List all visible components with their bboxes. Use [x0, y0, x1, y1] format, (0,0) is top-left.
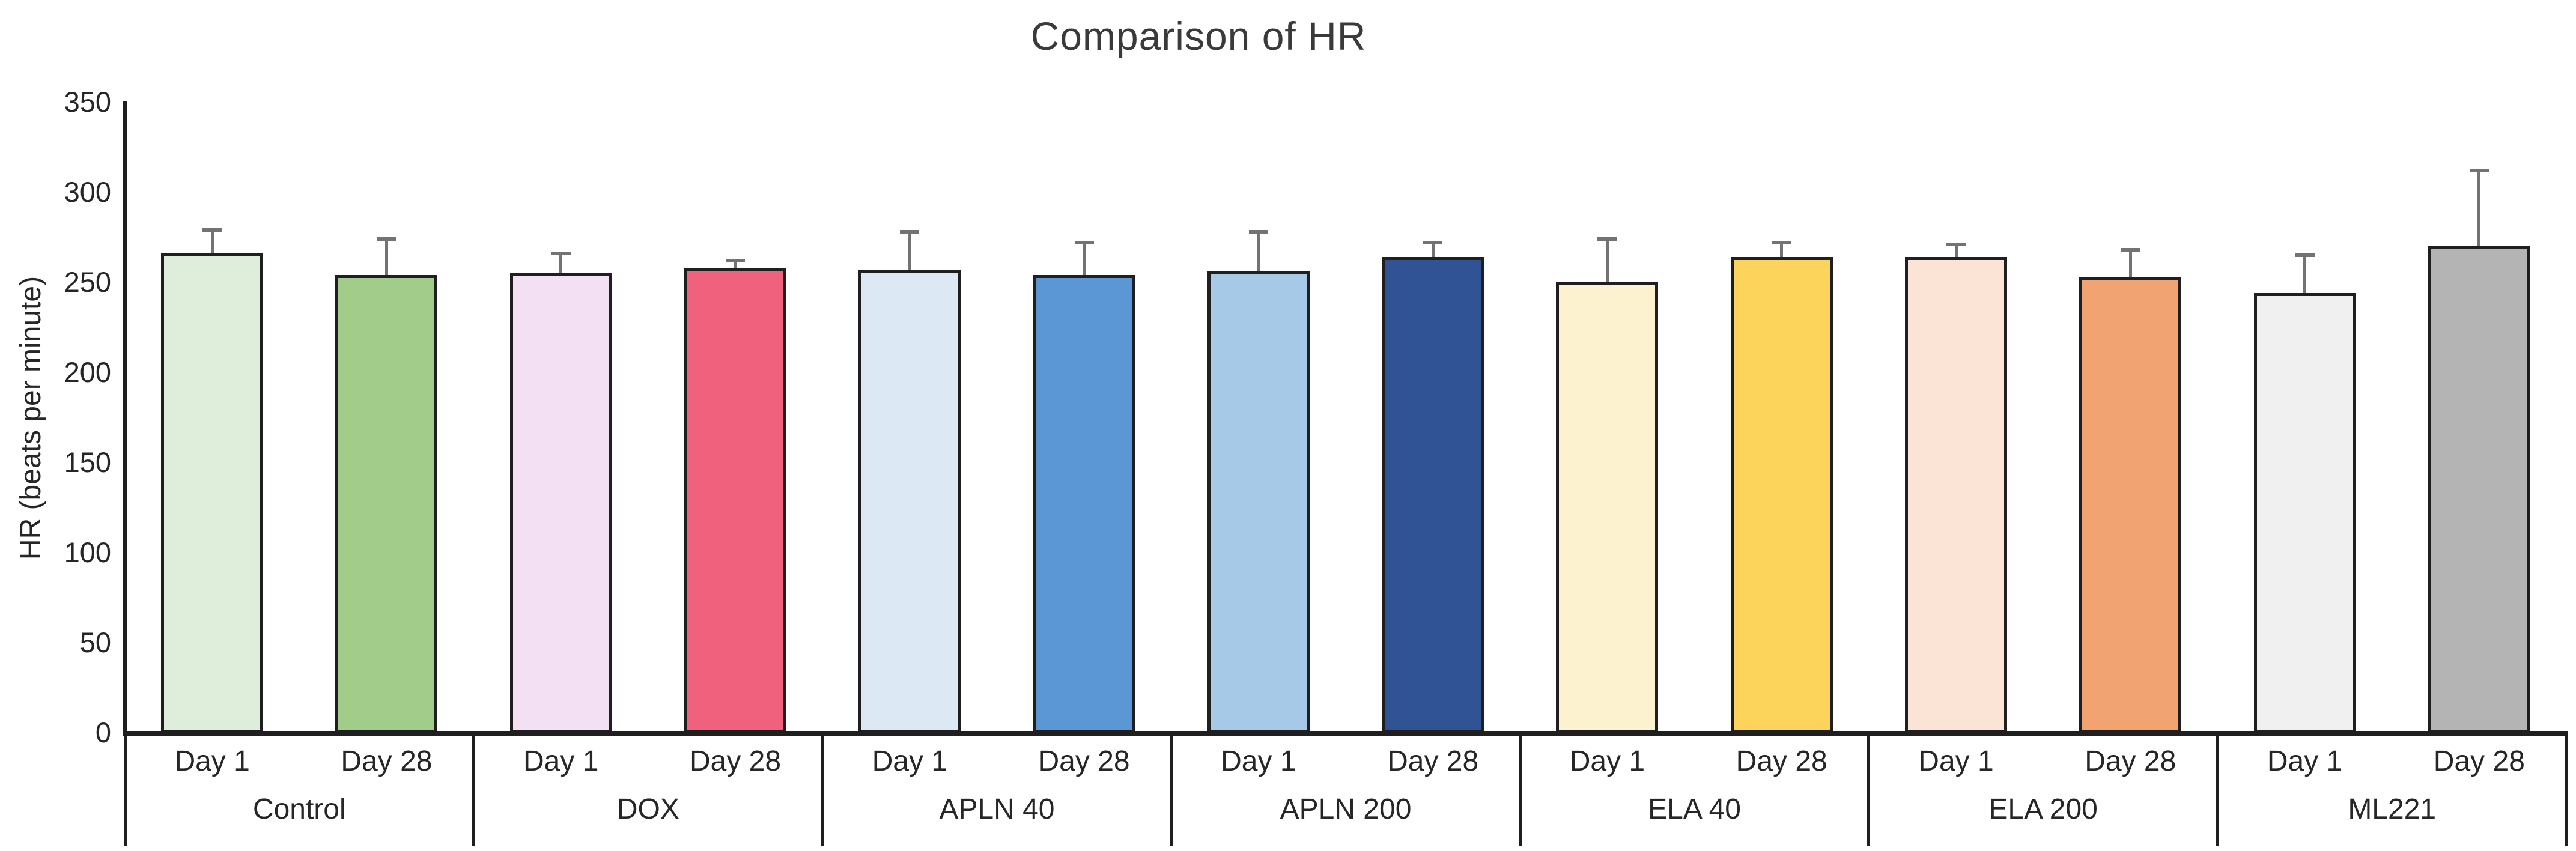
error-bar-cap — [1597, 237, 1617, 241]
error-bar-whisker — [2477, 171, 2481, 249]
error-bar-whisker — [734, 261, 737, 270]
y-tick-label: 350 — [64, 86, 111, 118]
bar-control-day1 — [161, 253, 264, 733]
error-bar-whisker — [1605, 239, 1609, 285]
x-axis-baseline — [123, 731, 2568, 736]
axis-group-divider — [123, 733, 127, 846]
error-bar-cap — [2469, 169, 2489, 172]
error-bar-whisker — [1257, 232, 1260, 274]
error-bar-whisker — [1780, 243, 1784, 259]
group-label-apln200: APLN 200 — [1280, 793, 1412, 825]
bar-ml221-day28 — [2428, 246, 2530, 733]
bar-ela40-day28 — [1730, 257, 1833, 733]
day-label: Day 28 — [2433, 745, 2525, 777]
axis-group-divider — [2565, 733, 2568, 846]
y-tick-label: 250 — [64, 266, 111, 298]
y-tick-label: 0 — [95, 716, 111, 748]
y-tick-label: 200 — [64, 356, 111, 388]
group-label-ela200: ELA 200 — [1988, 793, 2098, 825]
bar-ela200-day1 — [1905, 257, 2007, 733]
chart-title: Comparison of HR — [1030, 14, 1367, 58]
group-label-ela40: ELA 40 — [1648, 793, 1741, 825]
day-label: Day 28 — [341, 745, 433, 777]
axis-group-divider — [821, 733, 824, 846]
bar-dox-day1 — [509, 273, 612, 733]
error-bar-cap — [2295, 253, 2315, 257]
group-label-dox: DOX — [616, 793, 679, 825]
day-label: Day 1 — [2267, 745, 2343, 777]
error-bar-whisker — [908, 232, 911, 272]
day-label: Day 1 — [872, 745, 947, 777]
bar-apln40-day1 — [858, 270, 961, 733]
day-label: Day 28 — [1387, 745, 1479, 777]
axis-group-divider — [1518, 733, 1522, 846]
bar-dox-day28 — [684, 268, 786, 733]
error-bar-whisker — [384, 239, 388, 277]
error-bar-cap — [1772, 241, 1791, 244]
bar-apln200-day1 — [1207, 271, 1310, 733]
error-bar-whisker — [1431, 243, 1435, 259]
group-label-apln40: APLN 40 — [939, 793, 1055, 825]
error-bar-cap — [1423, 241, 1443, 244]
bar-apln200-day28 — [1382, 257, 1484, 733]
error-bar-whisker — [210, 230, 214, 256]
group-label-ml221: ML221 — [2348, 793, 2437, 825]
bar-ml221-day1 — [2253, 293, 2356, 733]
day-label: Day 28 — [1038, 745, 1130, 777]
error-bar-cap — [726, 259, 745, 262]
axis-group-divider — [1170, 733, 1173, 846]
day-label: Day 1 — [523, 745, 599, 777]
error-bar-cap — [1946, 243, 1966, 246]
y-axis-line — [123, 101, 127, 734]
day-label: Day 28 — [689, 745, 782, 777]
day-label: Day 1 — [174, 745, 250, 777]
axis-group-divider — [2216, 733, 2219, 846]
y-tick-label: 150 — [64, 446, 111, 478]
error-bar-whisker — [2128, 250, 2132, 279]
y-tick-label: 300 — [64, 176, 111, 208]
error-bar-cap — [377, 237, 396, 241]
bar-ela40-day1 — [1556, 282, 1659, 733]
error-bar-cap — [551, 252, 571, 255]
day-label: Day 28 — [2085, 745, 2177, 777]
day-label: Day 1 — [1221, 745, 1296, 777]
y-tick-label: 100 — [64, 536, 111, 568]
bar-apln40-day28 — [1033, 275, 1135, 733]
error-bar-cap — [1074, 241, 1094, 244]
error-bar-cap — [900, 230, 920, 234]
error-bar-whisker — [1083, 243, 1086, 277]
error-bar-whisker — [1954, 244, 1958, 259]
error-bar-whisker — [559, 253, 563, 276]
error-bar-cap — [202, 228, 222, 232]
error-bar-cap — [1248, 230, 1268, 234]
bar-control-day28 — [335, 275, 438, 733]
group-label-control: Control — [252, 793, 346, 825]
axis-group-divider — [1867, 733, 1871, 846]
error-bar-whisker — [2303, 255, 2307, 295]
day-label: Day 1 — [1569, 745, 1645, 777]
day-label: Day 28 — [1736, 745, 1827, 777]
error-bar-cap — [2121, 248, 2140, 252]
y-tick-label: 50 — [79, 626, 111, 658]
bar-ela200-day28 — [2079, 277, 2182, 733]
day-label: Day 1 — [1918, 745, 1994, 777]
axis-group-divider — [472, 733, 476, 846]
